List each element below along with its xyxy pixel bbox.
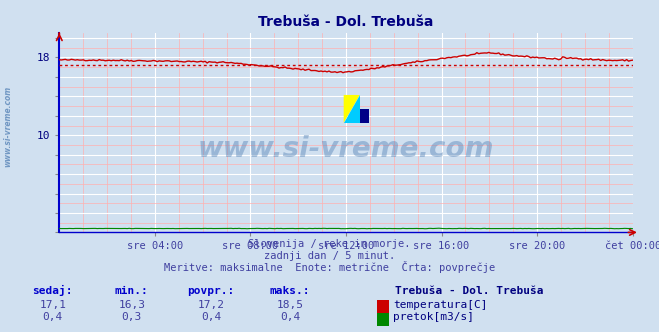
Text: www.si-vreme.com: www.si-vreme.com [198,135,494,163]
Text: 0,4: 0,4 [43,312,63,322]
Text: zadnji dan / 5 minut.: zadnji dan / 5 minut. [264,251,395,261]
Text: 17,2: 17,2 [198,300,224,310]
Polygon shape [344,95,360,123]
Text: 0,4: 0,4 [280,312,300,322]
Title: Trebuša - Dol. Trebuša: Trebuša - Dol. Trebuša [258,15,434,29]
Text: pretok[m3/s]: pretok[m3/s] [393,312,474,322]
Text: 18,5: 18,5 [277,300,303,310]
Text: maks.:: maks.: [270,286,310,296]
Text: temperatura[C]: temperatura[C] [393,300,487,310]
Text: 0,4: 0,4 [201,312,221,322]
Text: 16,3: 16,3 [119,300,145,310]
Text: Meritve: maksimalne  Enote: metrične  Črta: povprečje: Meritve: maksimalne Enote: metrične Črta… [164,261,495,273]
Text: Slovenija / reke in morje.: Slovenija / reke in morje. [248,239,411,249]
Text: www.si-vreme.com: www.si-vreme.com [3,86,13,167]
Text: sedaj:: sedaj: [32,285,73,296]
Text: povpr.:: povpr.: [187,286,235,296]
Text: 0,3: 0,3 [122,312,142,322]
Polygon shape [344,95,360,123]
FancyBboxPatch shape [360,109,369,123]
Text: Trebuša - Dol. Trebuša: Trebuša - Dol. Trebuša [395,286,544,296]
Text: min.:: min.: [115,286,149,296]
Text: 17,1: 17,1 [40,300,66,310]
